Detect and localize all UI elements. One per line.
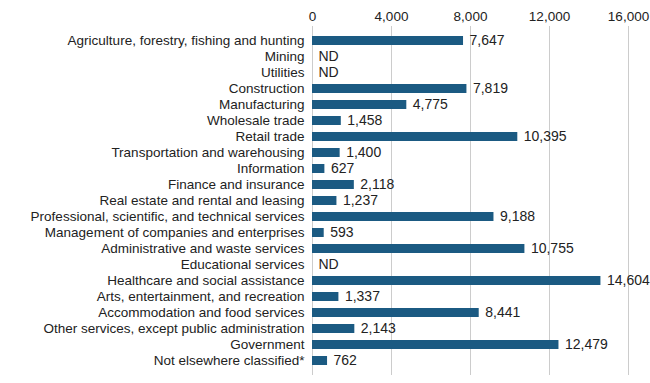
svg-text:2,118: 2,118 — [360, 176, 394, 192]
svg-text:1,237: 1,237 — [343, 192, 378, 208]
svg-text:1,458: 1,458 — [347, 112, 382, 128]
svg-text:Not elsewhere classified*: Not elsewhere classified* — [154, 353, 306, 368]
svg-text:7,647: 7,647 — [470, 32, 505, 48]
svg-text:Professional, scientific, and: Professional, scientific, and technical … — [31, 209, 305, 224]
svg-text:Arts, entertainment, and recre: Arts, entertainment, and recreation — [97, 289, 305, 304]
svg-text:8,441: 8,441 — [485, 304, 520, 320]
svg-text:7,819: 7,819 — [473, 80, 508, 96]
svg-text:Retail trade: Retail trade — [235, 129, 304, 144]
svg-text:8,000: 8,000 — [454, 9, 488, 24]
svg-text:Transportation and warehousing: Transportation and warehousing — [111, 145, 304, 160]
svg-text:16,000: 16,000 — [608, 9, 649, 24]
svg-text:Other services, except public: Other services, except public administra… — [43, 321, 304, 336]
svg-text:Accommodation and food service: Accommodation and food services — [98, 305, 305, 320]
svg-text:4,775: 4,775 — [413, 96, 448, 112]
svg-text:4,000: 4,000 — [375, 9, 409, 24]
svg-text:Manufacturing: Manufacturing — [219, 97, 305, 112]
svg-text:Construction: Construction — [229, 81, 305, 96]
svg-text:10,395: 10,395 — [524, 128, 567, 144]
svg-text:10,755: 10,755 — [531, 240, 574, 256]
svg-text:Finance and insurance: Finance and insurance — [168, 177, 305, 192]
svg-text:2,143: 2,143 — [361, 320, 396, 336]
svg-text:12,479: 12,479 — [565, 336, 608, 352]
svg-text:0: 0 — [309, 9, 317, 24]
svg-text:12,000: 12,000 — [529, 9, 570, 24]
svg-text:627: 627 — [331, 160, 355, 176]
svg-text:762: 762 — [334, 352, 358, 368]
svg-text:Wholesale trade: Wholesale trade — [207, 113, 305, 128]
svg-text:Utilities: Utilities — [261, 65, 305, 80]
svg-text:593: 593 — [330, 224, 354, 240]
svg-text:Government: Government — [230, 337, 305, 352]
svg-text:9,188: 9,188 — [500, 208, 535, 224]
svg-text:1,337: 1,337 — [345, 288, 380, 304]
svg-text:ND: ND — [319, 256, 339, 272]
svg-text:Administrative and waste servi: Administrative and waste services — [101, 241, 305, 256]
svg-text:Management of companies and en: Management of companies and enterprises — [45, 225, 305, 240]
svg-text:Healthcare and social assistan: Healthcare and social assistance — [107, 273, 304, 288]
svg-text:Agriculture, forestry, fishing: Agriculture, forestry, fishing and hunti… — [68, 33, 305, 48]
svg-text:14,604: 14,604 — [607, 272, 650, 288]
svg-text:ND: ND — [319, 48, 339, 64]
svg-text:Information: Information — [237, 161, 305, 176]
svg-text:Real estate and rental and lea: Real estate and rental and leasing — [100, 193, 305, 208]
svg-text:Educational services: Educational services — [181, 257, 305, 272]
svg-text:Mining: Mining — [265, 49, 305, 64]
svg-text:ND: ND — [319, 64, 339, 80]
svg-text:1,400: 1,400 — [346, 144, 381, 160]
